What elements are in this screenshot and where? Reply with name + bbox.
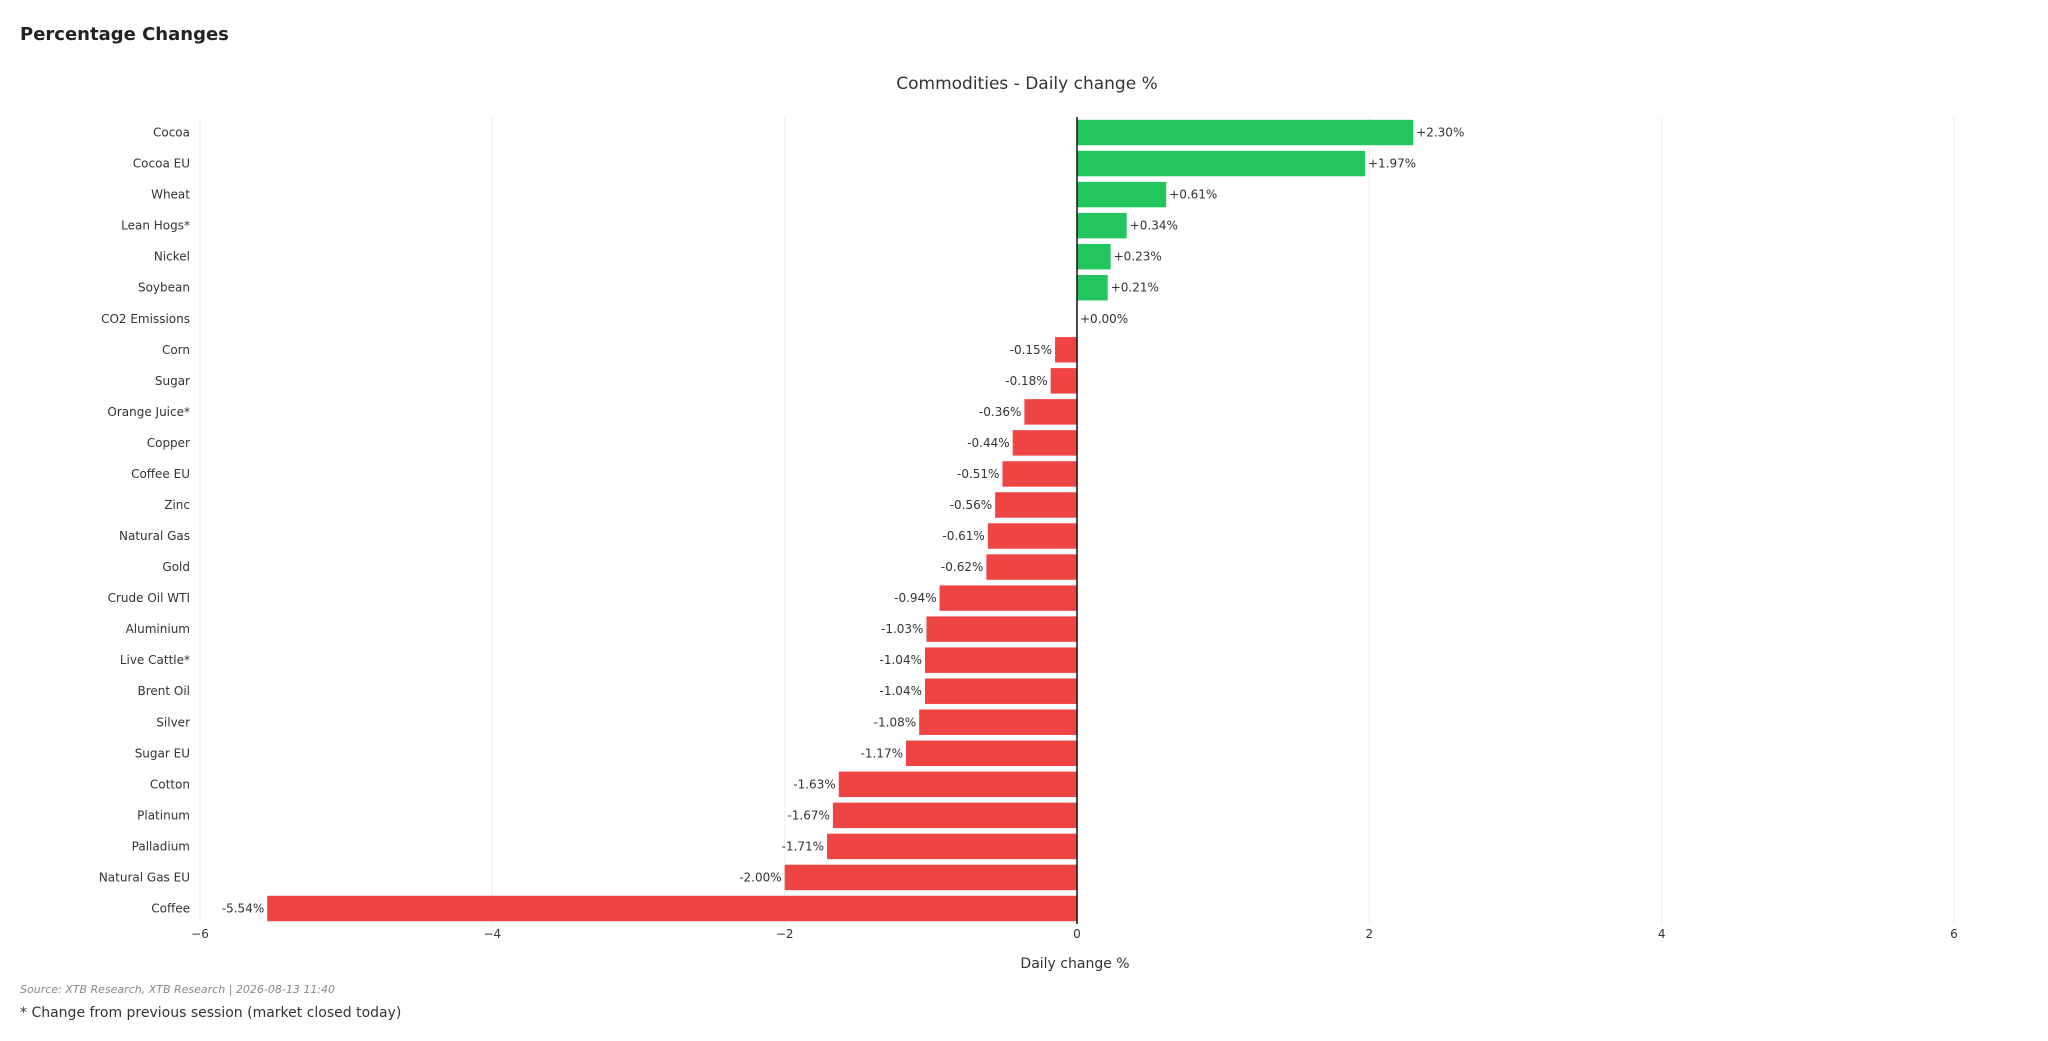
category-label: Zinc [164,498,190,512]
bar [1077,119,1414,146]
category-label: Natural Gas EU [99,870,190,884]
bar [987,523,1077,549]
data-label: -1.63% [793,777,835,791]
grid-lines [199,117,1955,924]
data-label: -2.00% [739,870,781,884]
category-label: Lean Hogs* [121,219,190,233]
bar [832,802,1077,829]
x-tick-label: 0 [1073,927,1081,941]
bar [939,585,1077,611]
source-note: Source: XTB Research, XTB Research | 202… [20,983,336,996]
category-label: Orange Juice* [107,405,190,419]
bar [924,647,1077,673]
category-label: Gold [162,560,190,574]
data-label: +1.97% [1368,157,1416,171]
data-label: -5.54% [222,901,264,915]
data-label: -0.51% [957,467,999,481]
category-label: Silver [156,715,190,729]
category-label: Crude Oil WTI [108,591,190,605]
bar [986,554,1077,580]
footnote: * Change from previous session (market c… [20,1005,402,1021]
data-label: +0.21% [1111,281,1159,295]
data-label: -1.08% [874,715,916,729]
data-label: -0.44% [967,436,1009,450]
category-label: Brent Oil [137,684,190,698]
bar [827,833,1077,860]
data-label: -1.03% [881,622,923,636]
data-label: -1.17% [861,746,903,760]
data-label: +0.00% [1080,312,1128,326]
bar [1024,399,1077,425]
data-label: +0.23% [1114,250,1162,264]
category-label: Palladium [132,839,190,853]
category-label: Sugar [155,374,190,388]
category-label: Cocoa EU [133,157,190,171]
data-label: -0.94% [894,591,936,605]
bar [1077,150,1365,177]
x-tick-label: −4 [483,927,501,941]
category-label: Coffee EU [131,467,190,481]
chart-title: Commodities - Daily change % [896,74,1158,94]
bar [267,895,1077,922]
category-label: Copper [147,436,190,450]
category-label: Corn [162,343,190,357]
bar [926,616,1077,642]
data-label: +0.34% [1130,219,1178,233]
category-label: Sugar EU [135,746,190,760]
data-label: -1.67% [787,808,829,822]
bar [924,678,1077,704]
category-label: Aluminium [126,622,190,636]
x-tick-label: 4 [1658,927,1666,941]
category-label: Live Cattle* [120,653,190,667]
data-label: -1.71% [782,839,824,853]
bar [1077,274,1108,301]
category-label: Cocoa [153,126,190,140]
data-label: -1.04% [880,684,922,698]
bar [1012,430,1077,456]
bar [1055,337,1077,363]
x-axis-ticks: −6 −4 −2 0 2 4 6 [191,927,1958,941]
category-label: Coffee [151,901,190,915]
x-tick-label: −2 [776,927,794,941]
category-label: Natural Gas [119,529,190,543]
category-label: CO2 Emissions [101,312,190,326]
category-label: Cotton [150,777,190,791]
data-label: -0.36% [979,405,1021,419]
data-label: -1.04% [880,653,922,667]
bar [1077,243,1111,270]
x-tick-label: 6 [1950,927,1958,941]
x-tick-label: 2 [1366,927,1374,941]
data-label: +0.61% [1169,188,1217,202]
data-label: -0.15% [1010,343,1052,357]
bar [1002,461,1077,487]
bar [838,771,1077,798]
category-label: Wheat [151,188,190,202]
category-label: Platinum [137,808,190,822]
data-label: -0.18% [1005,374,1047,388]
bar [905,740,1077,767]
data-labels: +2.30% +1.97% +0.61% +0.34% +0.23% +0.21% +0.0… [222,126,1465,916]
page-title: Percentage Changes [20,24,229,45]
bar [784,864,1077,891]
bar [1050,368,1077,394]
category-labels: Cocoa Cocoa EU Wheat Lean Hogs* Nickel Soybea… [99,126,190,916]
data-label: +2.30% [1416,126,1464,140]
bar [995,492,1077,518]
bars [267,119,1414,922]
category-label: Soybean [138,281,190,295]
data-label: -0.62% [941,560,983,574]
data-label: -0.56% [950,498,992,512]
x-tick-label: −6 [191,927,209,941]
category-label: Nickel [154,250,190,264]
bar [1077,212,1127,239]
bar [1077,181,1167,208]
bar [919,709,1077,735]
data-label: -0.61% [942,529,984,543]
x-axis-label: Daily change % [1020,956,1129,972]
